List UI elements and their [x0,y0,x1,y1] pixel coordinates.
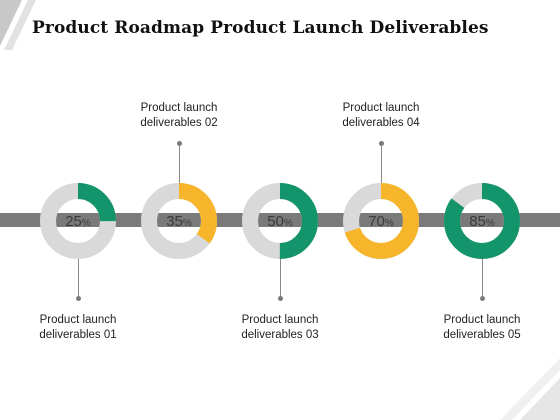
percentage-readout: 85% [444,183,520,259]
connector-dot [176,141,182,146]
percentage-value: 70 [368,212,385,230]
label-line-2: deliverables 02 [140,117,218,129]
percentage-value: 35 [166,212,183,230]
percent-symbol: % [283,218,293,229]
connector-dot [277,296,283,301]
label-line-2: deliverables 04 [342,117,420,129]
label-line-1: Product launch [39,314,117,326]
donut-chart: 35% [141,183,217,259]
connector-line [78,259,79,298]
percentage-readout: 50% [242,183,318,259]
milestone-label: Product launch deliverables 01 [18,313,138,343]
top-left-corner-decoration [0,0,36,50]
connector-dot [479,296,485,301]
donut-progress-arc [40,183,116,259]
label-line-1: Product launch [140,102,218,114]
milestone-label: Product launch deliverables 04 [321,101,441,131]
percent-symbol: % [81,218,91,229]
label-line-2: deliverables 01 [39,329,117,341]
percent-symbol: % [384,218,394,229]
bottom-right-corner-decoration [500,358,560,420]
milestone-label: Product launch deliverables 05 [422,313,542,343]
percentage-value: 25 [65,212,82,230]
percent-symbol: % [485,218,495,229]
percent-symbol: % [182,218,192,229]
percentage-value: 85 [469,212,486,230]
percentage-readout: 35% [141,183,217,259]
milestone-label: Product launch deliverables 02 [119,101,239,131]
label-line-1: Product launch [342,102,420,114]
label-line-2: deliverables 05 [443,329,521,341]
connector-line [280,259,281,298]
donut-progress-arc [444,183,520,259]
connector-dot [75,296,81,301]
donut-chart: 70% [343,183,419,259]
connector-line [381,143,382,183]
connector-line [179,143,180,183]
percentage-readout: 25% [40,183,116,259]
connector-line [482,259,483,298]
donut-progress-arc [141,183,217,259]
page-title: Product Roadmap Product Launch Deliverab… [32,18,489,38]
donut-chart: 50% [242,183,318,259]
donut-chart: 85% [444,183,520,259]
donut-progress-arc [242,183,318,259]
percentage-value: 50 [267,212,284,230]
donut-progress-arc [343,183,419,259]
percentage-readout: 70% [343,183,419,259]
connector-dot [378,141,384,146]
milestone-label: Product launch deliverables 03 [220,313,340,343]
timeline-bar [0,213,560,227]
label-line-1: Product launch [241,314,319,326]
donut-chart: 25% [40,183,116,259]
label-line-1: Product launch [443,314,521,326]
label-line-2: deliverables 03 [241,329,319,341]
